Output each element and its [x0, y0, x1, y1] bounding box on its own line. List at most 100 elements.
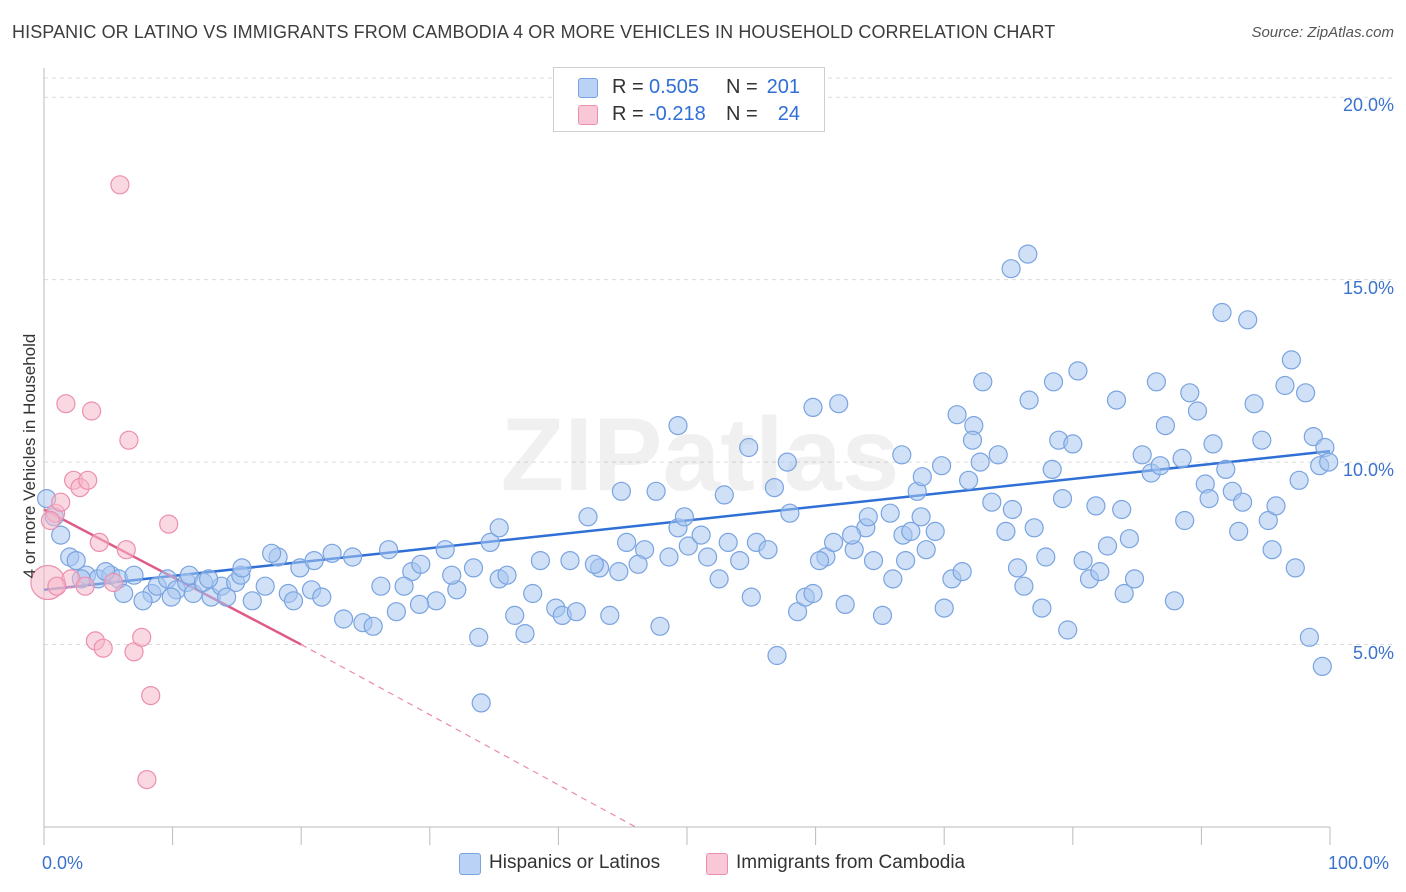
y-tick-label: 10.0%	[1342, 460, 1394, 481]
data-point	[609, 561, 629, 582]
data-point	[1150, 456, 1170, 476]
data-point	[584, 554, 605, 574]
data-point	[1172, 448, 1192, 468]
data-point	[1014, 576, 1034, 596]
data-point	[758, 540, 778, 560]
data-point	[780, 503, 800, 523]
data-point	[872, 605, 893, 626]
data-point	[217, 587, 237, 607]
data-point	[1073, 550, 1093, 571]
data-point	[578, 507, 598, 527]
data-point	[709, 569, 729, 589]
data-point	[89, 532, 109, 553]
data-point	[674, 507, 695, 527]
data-point	[463, 558, 484, 578]
legend-n-label: N =	[726, 76, 758, 98]
chart-title: HISPANIC OR LATINO VS IMMIGRANTS FROM CA…	[12, 22, 1056, 42]
data-point	[1090, 561, 1110, 582]
data-point	[379, 540, 399, 560]
data-point	[262, 543, 282, 563]
bottom-legend-label-cambodia: Immigrants from Cambodia	[736, 852, 966, 873]
data-point	[132, 627, 152, 647]
data-point	[1244, 394, 1264, 414]
legend-swatch-hispanic	[578, 78, 598, 98]
data-point	[566, 602, 587, 622]
data-point	[1086, 496, 1106, 516]
data-point	[343, 547, 363, 567]
data-point	[133, 591, 153, 611]
data-point	[394, 576, 414, 596]
data-point	[386, 602, 406, 622]
data-point	[1052, 489, 1073, 509]
data-point	[110, 175, 130, 195]
data-point	[1068, 361, 1088, 381]
data-point	[767, 645, 787, 666]
data-point	[334, 609, 354, 629]
data-point	[124, 565, 144, 585]
data-point	[1312, 656, 1332, 677]
data-point	[51, 525, 71, 545]
data-point	[312, 587, 332, 607]
data-point	[1299, 627, 1320, 647]
data-point	[159, 514, 179, 534]
data-point	[863, 550, 884, 571]
data-point	[1146, 372, 1167, 392]
series-cambodia-points	[30, 175, 179, 790]
data-point	[1119, 529, 1140, 549]
data-point	[1289, 470, 1309, 490]
legend-n-value-cambodia: 24	[777, 103, 800, 125]
data-point	[934, 598, 954, 618]
data-point	[628, 554, 648, 574]
data-point	[1032, 598, 1052, 618]
data-point	[659, 547, 679, 567]
data-point	[668, 416, 688, 436]
data-point	[958, 470, 979, 490]
data-point	[1124, 569, 1145, 589]
data-point	[1155, 416, 1176, 436]
data-point	[141, 685, 161, 706]
data-point	[650, 616, 670, 636]
data-point	[895, 550, 916, 571]
data-point	[1114, 583, 1134, 604]
data-point	[1187, 401, 1208, 421]
legend-n-label: N =	[726, 103, 758, 125]
data-point	[718, 532, 738, 553]
data-point	[371, 576, 391, 596]
data-point	[858, 507, 878, 527]
data-point	[1262, 540, 1282, 560]
data-point	[435, 540, 455, 560]
data-point	[505, 605, 525, 626]
data-point	[1252, 430, 1272, 450]
points-layer	[30, 175, 1339, 790]
data-point	[970, 452, 990, 472]
data-point	[1112, 499, 1132, 520]
data-point	[81, 401, 102, 421]
x-tick-label-min: 0.0%	[42, 853, 84, 873]
data-point	[1007, 558, 1028, 578]
data-point	[1319, 452, 1339, 472]
data-point	[730, 550, 750, 571]
data-point	[600, 605, 620, 626]
data-point	[764, 478, 785, 498]
data-point	[497, 565, 517, 585]
data-point	[911, 507, 931, 527]
data-point	[1063, 434, 1083, 454]
data-point	[1199, 489, 1219, 509]
data-point	[1295, 383, 1316, 403]
data-point	[255, 576, 275, 596]
data-point	[56, 394, 76, 414]
data-point	[912, 467, 932, 487]
data-point	[1281, 350, 1302, 370]
data-point	[803, 397, 823, 417]
legend-r-value-cambodia: -0.218	[649, 103, 706, 125]
data-point	[1042, 459, 1062, 479]
data-point	[691, 525, 711, 545]
legend-swatch-cambodia	[578, 105, 598, 125]
data-point	[1058, 620, 1078, 640]
data-point	[973, 372, 993, 392]
data-point	[426, 591, 446, 611]
legend-r-label: R =	[612, 103, 644, 125]
x-tick-label-max: 100.0%	[1328, 853, 1390, 873]
data-point	[469, 627, 489, 647]
